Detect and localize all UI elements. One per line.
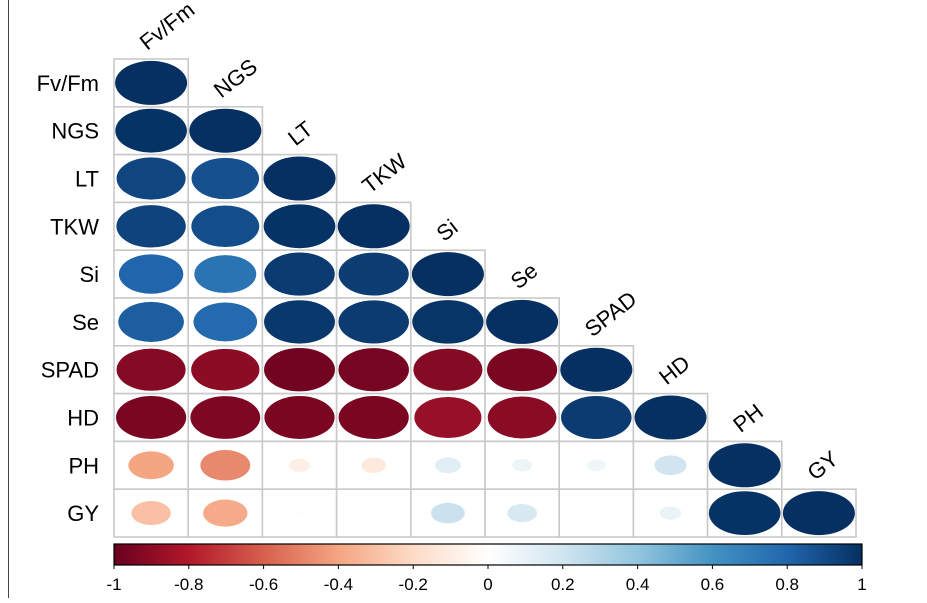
matrix-cells: [113, 58, 857, 538]
corr-mark-hd-lt: [264, 396, 335, 439]
corr-mark-se-fv-fm: [118, 301, 184, 342]
colorbar-ticks: -1 -0.8 -0.6 -0.4 -0.2 0 0.2 0.4 0.6 0.8 1: [106, 565, 867, 594]
corr-mark-gy-ph: [708, 491, 781, 535]
colorbar-gradient: [113, 543, 863, 566]
corr-mark-se-tkw: [338, 300, 409, 344]
row-label-spad: SPAD: [41, 358, 99, 383]
row-label-tkw: TKW: [50, 214, 99, 239]
corr-mark-ph-ph: [708, 443, 781, 488]
corr-mark-se-ngs: [193, 302, 258, 342]
colorbar-tick-label: 1: [857, 575, 866, 594]
colorbar-tick-label: 0.8: [775, 575, 799, 594]
corr-mark-ph-tkw: [361, 457, 387, 473]
corr-mark-hd-spad: [561, 395, 632, 440]
row-label-se: Se: [72, 310, 99, 335]
colorbar-tick-label: -0.4: [324, 575, 353, 594]
corr-mark-hd-si: [414, 396, 482, 439]
cell-gy-tkw: [335, 488, 412, 538]
corr-mark-gy-ngs: [203, 499, 248, 527]
corr-mark-se-si: [412, 300, 484, 344]
corr-mark-gy-gy: [782, 491, 855, 536]
corr-mark-spad-fv-fm: [116, 348, 186, 391]
corr-mark-ph-lt: [288, 458, 311, 472]
row-label-si: Si: [79, 262, 99, 287]
corr-mark-ph-spad: [586, 459, 606, 472]
colorbar-tick-label: 0.4: [626, 575, 650, 594]
corr-mark-gy-fv-fm: [131, 501, 171, 526]
corr-mark-tkw-ngs: [191, 205, 260, 248]
corr-mark-ph-si: [434, 457, 461, 474]
column-label-hd: HD: [654, 350, 694, 389]
row-label-ngs: NGS: [51, 119, 99, 144]
corr-mark-tkw-lt: [263, 204, 336, 249]
corr-mark-si-lt: [264, 252, 335, 296]
corr-mark-gy-hd: [659, 506, 682, 520]
row-label-gy: GY: [67, 501, 99, 526]
corr-mark-hd-fv-fm: [116, 396, 187, 439]
corr-mark-ph-fv-fm: [128, 451, 174, 480]
corr-mark-hd-ngs: [190, 396, 261, 439]
corr-mark-se-se: [486, 299, 559, 344]
colorbar-tick-label: 0.6: [701, 575, 725, 594]
column-label-tkw: TKW: [357, 148, 411, 198]
colorbar-tick-label: -0.8: [174, 575, 203, 594]
corr-mark-hd-se: [487, 396, 557, 439]
column-label-gy: GY: [803, 446, 844, 485]
colorbar: -1 -0.8 -0.6 -0.4 -0.2 0 0.2 0.4 0.6 0.8 1: [106, 543, 867, 594]
corr-mark-gy-si: [431, 502, 465, 524]
column-label-se: Se: [506, 258, 543, 294]
colorbar-tick-label: -1: [106, 575, 121, 594]
corr-mark-lt-lt: [263, 156, 336, 201]
corr-mark-si-fv-fm: [118, 254, 184, 294]
corr-mark-ngs-fv-fm: [115, 108, 187, 153]
corr-mark-gy-se: [507, 504, 537, 523]
column-label-lt: LT: [283, 116, 317, 151]
row-label-fv-fm: Fv/Fm: [37, 71, 99, 96]
corr-mark-spad-si: [413, 348, 483, 391]
corr-mark-tkw-tkw: [337, 204, 410, 249]
corr-mark-hd-hd: [634, 395, 707, 440]
corr-mark-spad-ngs: [191, 348, 260, 391]
column-label-ph: PH: [728, 399, 767, 438]
row-labels: Fv/Fm NGS LT TKW Si Se SPAD HD PH GY: [37, 71, 100, 526]
corr-mark-lt-ngs: [191, 157, 260, 200]
column-label-ngs: NGS: [209, 54, 262, 103]
corr-mark-tkw-fv-fm: [116, 205, 186, 248]
colorbar-tick-label: -0.6: [249, 575, 278, 594]
corr-mark-ph-ngs: [200, 450, 251, 481]
column-label-fv-fm: Fv/Fm: [135, 0, 200, 55]
column-label-spad: SPAD: [580, 286, 641, 342]
corr-mark-ph-se: [511, 459, 533, 472]
row-label-lt: LT: [75, 167, 99, 192]
corr-mark-lt-fv-fm: [116, 157, 186, 200]
corr-mark-gy-lt: [295, 510, 304, 516]
corr-mark-ngs-ngs: [189, 108, 262, 153]
colorbar-tick-label: -0.2: [399, 575, 428, 594]
corr-mark-fv-fm-fv-fm: [115, 60, 188, 105]
corr-mark-si-ngs: [194, 255, 257, 294]
row-label-hd: HD: [67, 406, 99, 431]
corr-mark-spad-lt: [264, 348, 335, 392]
row-label-ph: PH: [68, 453, 99, 478]
corr-mark-se-lt: [264, 300, 335, 344]
corr-mark-spad-tkw: [338, 348, 409, 392]
colorbar-tick-label: 0.2: [551, 575, 575, 594]
corr-mark-si-si: [411, 252, 484, 297]
corr-mark-hd-tkw: [338, 396, 409, 439]
cell-gy-spad: [558, 488, 635, 538]
colorbar-tick-label: 0: [483, 575, 492, 594]
corr-mark-si-tkw: [338, 252, 409, 296]
left-border-line: [8, 0, 9, 598]
corr-mark-spad-se: [487, 348, 558, 392]
corr-mark-spad-spad: [560, 347, 633, 392]
column-label-si: Si: [432, 214, 463, 246]
corr-mark-ph-hd: [654, 455, 687, 476]
